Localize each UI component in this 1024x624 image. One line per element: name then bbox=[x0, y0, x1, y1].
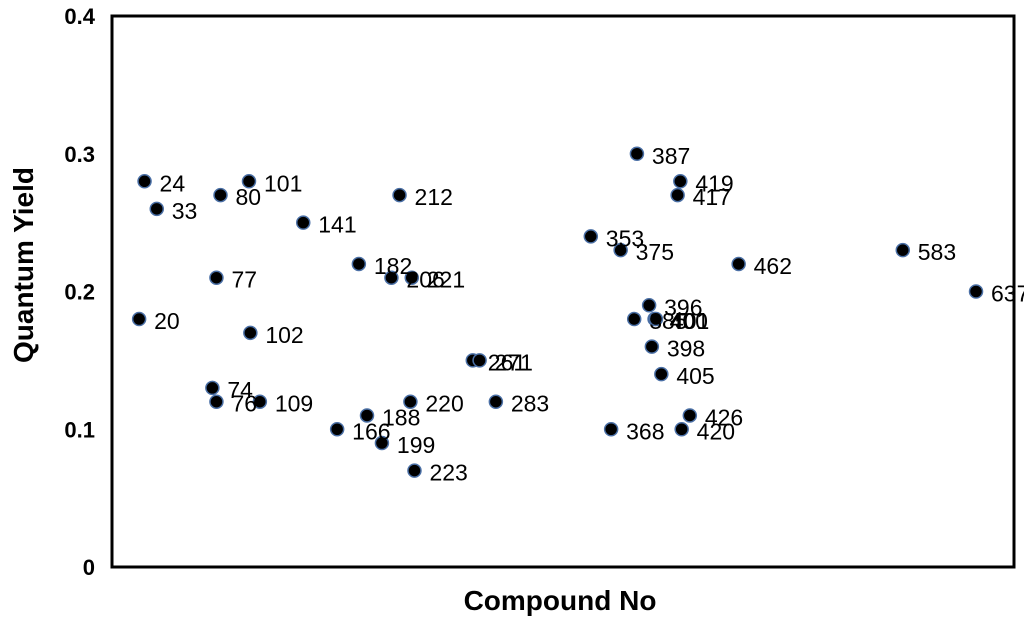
data-point-label: 385 bbox=[649, 308, 687, 334]
data-point bbox=[296, 215, 311, 230]
data-point-label: 33 bbox=[172, 198, 198, 224]
data-point-label: 24 bbox=[160, 170, 186, 196]
data-point bbox=[241, 174, 257, 189]
data-point-label: 74 bbox=[227, 377, 253, 403]
data-point-label: 76 bbox=[231, 391, 257, 417]
data-point-label: 426 bbox=[705, 404, 743, 430]
data-points bbox=[131, 146, 984, 478]
data-point-label: 182 bbox=[374, 253, 412, 279]
data-point bbox=[629, 146, 645, 161]
data-point bbox=[488, 394, 504, 409]
data-point bbox=[209, 270, 224, 285]
data-point-label: 368 bbox=[626, 418, 664, 444]
data-point-label: 583 bbox=[918, 239, 956, 265]
data-point-label: 199 bbox=[397, 432, 435, 458]
y-axis-ticks: 0 0.1 0.2 0.3 0.4 bbox=[64, 4, 95, 580]
data-point bbox=[392, 187, 407, 203]
data-point bbox=[329, 422, 345, 437]
data-point-label: 101 bbox=[264, 170, 302, 196]
data-point bbox=[644, 339, 660, 354]
data-point bbox=[654, 366, 669, 382]
data-point bbox=[731, 256, 746, 272]
data-point bbox=[137, 174, 152, 189]
data-point-label: 102 bbox=[265, 322, 303, 348]
data-point-label: 223 bbox=[429, 460, 467, 486]
data-point-label: 405 bbox=[676, 363, 714, 389]
data-point-label: 396 bbox=[664, 294, 702, 320]
data-point bbox=[209, 394, 224, 409]
data-point-label: 420 bbox=[697, 418, 735, 444]
data-point bbox=[895, 242, 911, 258]
data-point-label: 166 bbox=[352, 418, 390, 444]
data-point bbox=[583, 229, 599, 244]
data-point-label: 400 bbox=[670, 308, 708, 334]
data-point bbox=[252, 394, 268, 409]
data-point-label: 212 bbox=[415, 184, 453, 210]
data-point-label: 20 bbox=[154, 308, 180, 334]
data-point-label: 77 bbox=[231, 267, 257, 293]
y-tick-label: 0.3 bbox=[64, 142, 95, 167]
data-point-label: 206 bbox=[406, 267, 444, 293]
data-point-label: 261 bbox=[488, 349, 526, 375]
y-tick-label: 0 bbox=[83, 555, 95, 580]
data-point-label: 462 bbox=[754, 253, 792, 279]
data-point bbox=[673, 174, 688, 189]
data-point-label: 141 bbox=[318, 212, 356, 238]
data-point-label: 220 bbox=[425, 391, 463, 417]
data-point bbox=[205, 380, 220, 396]
data-point bbox=[641, 298, 657, 313]
data-point-label: 387 bbox=[652, 143, 690, 169]
data-point-label: 417 bbox=[693, 184, 731, 210]
data-point bbox=[213, 187, 228, 203]
data-point-label: 188 bbox=[382, 404, 420, 430]
y-tick-label: 0.2 bbox=[64, 280, 95, 305]
plot-area-frame bbox=[110, 14, 1016, 569]
data-point-label: 80 bbox=[236, 184, 262, 210]
data-point-label: 221 bbox=[427, 267, 465, 293]
y-axis-title: Quantum Yield bbox=[8, 167, 39, 363]
y-tick-label: 0.1 bbox=[64, 417, 95, 442]
data-point bbox=[384, 270, 399, 285]
data-point bbox=[149, 201, 165, 217]
data-point-label: 109 bbox=[275, 391, 313, 417]
data-point bbox=[670, 187, 685, 203]
data-point bbox=[131, 311, 147, 327]
data-point-label: 375 bbox=[636, 239, 674, 265]
data-point-label: 401 bbox=[671, 308, 709, 334]
data-point-label: 283 bbox=[511, 391, 549, 417]
data-point bbox=[404, 270, 420, 285]
data-point bbox=[472, 353, 487, 368]
data-point-label: 271 bbox=[495, 349, 533, 375]
y-tick-label: 0.4 bbox=[64, 4, 95, 29]
data-point bbox=[626, 311, 642, 327]
data-point bbox=[407, 463, 422, 478]
data-point bbox=[403, 394, 418, 409]
data-point-label: 637 bbox=[991, 281, 1024, 307]
data-point bbox=[968, 284, 984, 299]
data-point bbox=[613, 242, 628, 258]
data-point bbox=[243, 325, 258, 341]
x-axis-title: Compound No bbox=[464, 585, 657, 616]
data-point bbox=[359, 408, 375, 423]
data-point bbox=[603, 422, 619, 437]
data-point-label: 419 bbox=[695, 170, 733, 196]
data-point bbox=[674, 422, 689, 437]
data-point bbox=[351, 256, 367, 272]
data-point bbox=[648, 311, 664, 327]
data-point-label: 398 bbox=[667, 336, 705, 362]
data-point bbox=[374, 435, 390, 451]
data-point bbox=[682, 408, 698, 423]
data-point-label: 353 bbox=[606, 225, 644, 251]
